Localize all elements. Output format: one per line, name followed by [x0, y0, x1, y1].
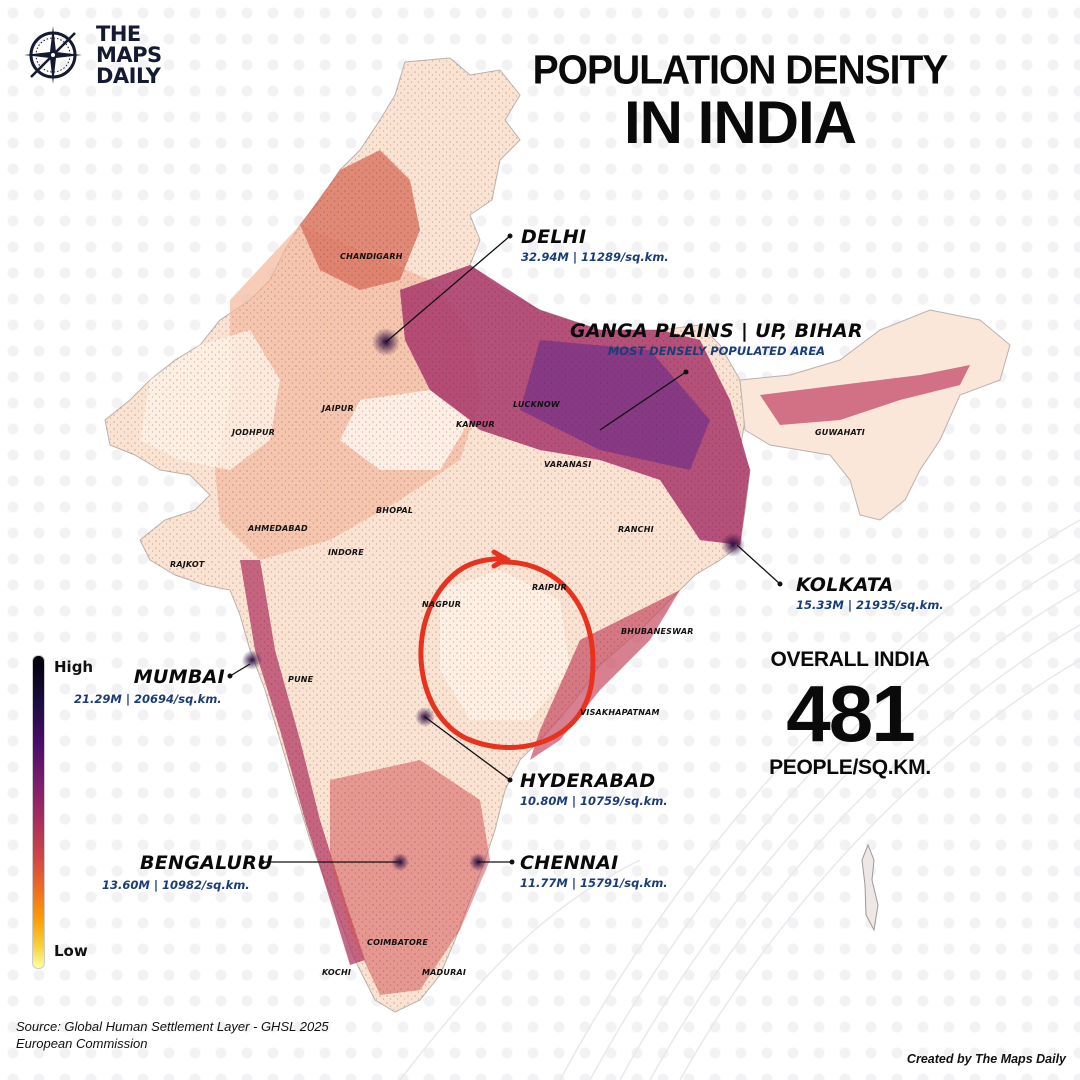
city-label: JODHPUR [232, 428, 276, 437]
brand-line-2: MAPS [96, 42, 162, 67]
callout-name: MUMBAI [133, 666, 225, 688]
callout-name: KOLKATA [796, 574, 894, 596]
andaman-islands [861, 843, 879, 932]
callout-ganga-plains: GANGA PLAINS | UP, BIHAR MOST DENSELY PO… [570, 320, 863, 358]
page-title: POPULATION DENSITY IN INDIA [520, 47, 960, 156]
city-label: LUCKNOW [513, 400, 560, 409]
city-label: RAJKOT [170, 560, 205, 569]
callout-name: HYDERABAD [520, 770, 656, 792]
source-note: Source: Global Human Settlement Layer - … [16, 1018, 329, 1052]
overall-value: 481 [786, 669, 915, 758]
callout-mumbai-stat: 21.29M | 20694/sq.km. [74, 690, 222, 706]
decorative-swoosh-lines [399, 519, 1080, 1080]
city-label: RAIPUR [532, 583, 568, 592]
city-label: KANPUR [456, 420, 495, 429]
city-label: INDORE [328, 548, 364, 557]
callout-bengaluru: BENGALURU [140, 852, 273, 874]
source-line-2: European Commission [16, 1036, 148, 1051]
city-label: VARANASI [544, 460, 592, 469]
india-northeast-shape [739, 309, 1011, 521]
overall-india-stat: OVERALL INDIA 481 PEOPLE/SQ.KM. [740, 648, 960, 780]
callout-delhi: DELHI 32.94M | 11289/sq.km. [521, 226, 669, 264]
callout-stat: 13.60M | 10982/sq.km. [102, 878, 250, 892]
city-label: NAGPUR [422, 600, 462, 609]
city-label: RANCHI [618, 525, 654, 534]
brand-line-3: DAILY [96, 63, 161, 88]
city-label: JAIPUR [322, 404, 354, 413]
compass-rose-icon [24, 26, 82, 84]
annotation-red-circle [418, 555, 596, 750]
source-line-1: Source: Global Human Settlement Layer - … [16, 1019, 329, 1034]
city-label: KOCHI [322, 968, 352, 977]
hotspot-kolkata [721, 533, 745, 557]
hotspot-bengaluru [391, 853, 409, 871]
city-label: VISAKHAPATNAM [580, 708, 660, 717]
hotspot-mumbai [242, 650, 262, 670]
density-east-coast [530, 590, 680, 760]
callout-name: DELHI [521, 226, 587, 248]
callout-hyderabad: HYDERABAD 10.80M | 10759/sq.km. [520, 770, 668, 808]
city-label: GUWAHATI [815, 428, 865, 437]
title-line-2: IN INDIA [624, 89, 857, 156]
city-label: COIMBATORE [367, 938, 429, 947]
callout-name: CHENNAI [520, 852, 619, 874]
brand-line-1: THE [96, 21, 141, 46]
callout-endpoints [227, 233, 783, 865]
callout-stat: 32.94M | 11289/sq.km. [521, 250, 669, 264]
callout-stat: 10.80M | 10759/sq.km. [520, 794, 668, 808]
callout-stat: 15.33M | 21935/sq.km. [796, 598, 944, 612]
callout-stat: 21.29M | 20694/sq.km. [74, 692, 222, 706]
callout-bengaluru-stat: 13.60M | 10982/sq.km. [102, 876, 250, 892]
legend-high-label: High [54, 658, 94, 676]
annotation-arrowhead [491, 549, 511, 569]
density-brahmaputra-valley [760, 365, 970, 425]
city-label: AHMEDABAD [248, 524, 308, 533]
brand-name: THE MAPS DAILY [96, 21, 162, 88]
city-label: MADURAI [422, 968, 467, 977]
density-legend-colorbar [32, 655, 45, 969]
city-label: BHUBANESWAR [621, 627, 694, 636]
callout-name: BENGALURU [140, 852, 273, 874]
city-label: CHANDIGARH [340, 252, 403, 261]
city-label: PUNE [288, 675, 314, 684]
callout-name: GANGA PLAINS | UP, BIHAR [570, 320, 863, 342]
callout-stat: MOST DENSELY POPULATED AREA [607, 344, 826, 358]
title-line-1: POPULATION DENSITY [532, 47, 949, 94]
city-label: BHOPAL [376, 506, 414, 515]
credit-note: Created by The Maps Daily [906, 1052, 1066, 1066]
brand-logo: THE MAPS DAILY [20, 22, 162, 88]
callout-leader-lines [229, 235, 781, 863]
callout-kolkata: KOLKATA 15.33M | 21935/sq.km. [796, 574, 944, 612]
callout-mumbai: MUMBAI [130, 666, 225, 688]
overall-heading: OVERALL INDIA [770, 648, 930, 671]
overall-unit: PEOPLE/SQ.KM. [769, 756, 931, 779]
callout-chennai: CHENNAI 11.77M | 15791/sq.km. [520, 852, 668, 890]
callout-stat: 11.77M | 15791/sq.km. [520, 876, 668, 890]
legend-low-label: Low [54, 942, 88, 960]
